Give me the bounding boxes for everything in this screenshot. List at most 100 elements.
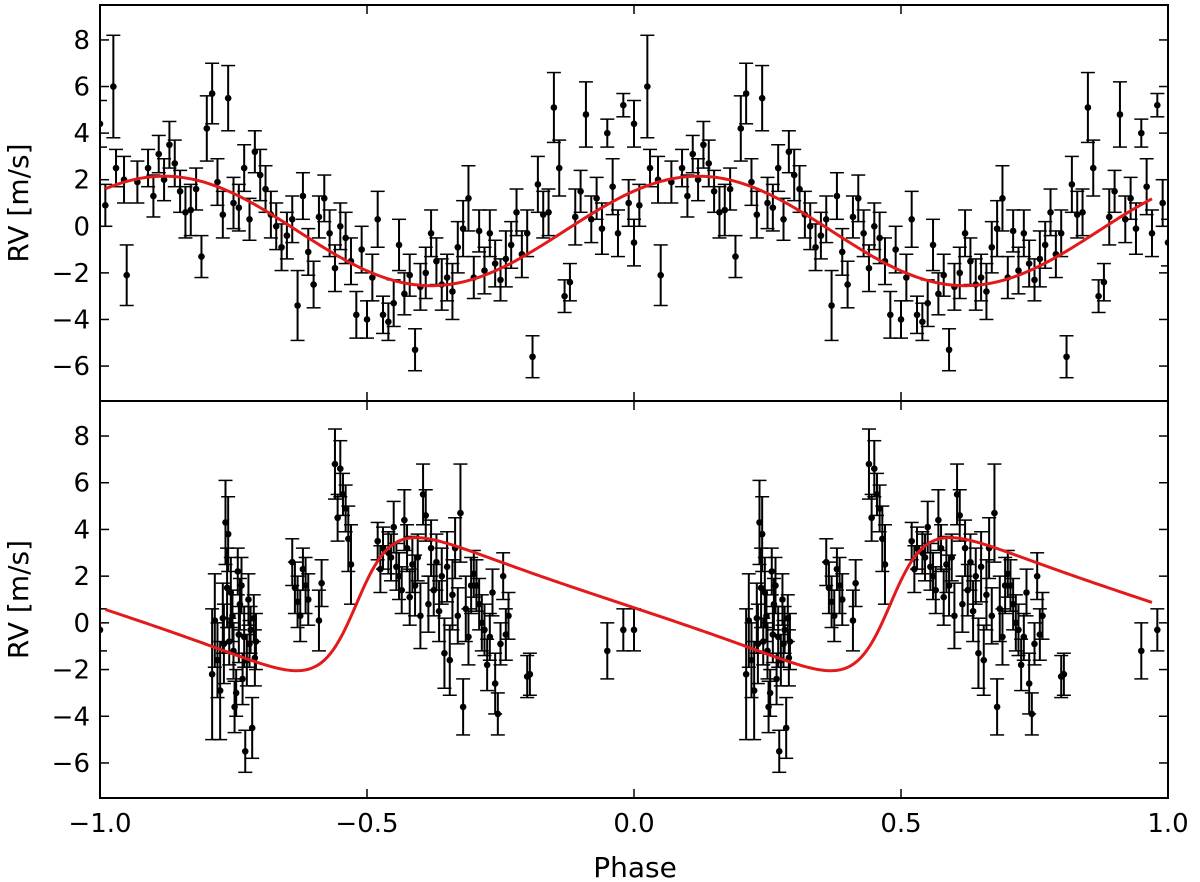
data-point [411, 346, 419, 354]
data-point [772, 582, 779, 589]
data-point [779, 596, 786, 603]
data-point [1025, 260, 1033, 267]
data-point [582, 111, 590, 118]
data-point [345, 535, 352, 543]
data-point [320, 195, 328, 202]
y-axis-label: RV [m/s] [2, 540, 35, 659]
data-point [481, 267, 488, 274]
data-point [100, 626, 104, 634]
data-point [395, 572, 403, 580]
data-point [318, 579, 325, 587]
data-point [774, 164, 782, 172]
data-point [550, 104, 558, 111]
data-point [1079, 209, 1086, 216]
data-point [763, 612, 770, 620]
data-point [331, 264, 339, 272]
data-point [1041, 241, 1049, 249]
data-point [489, 589, 496, 596]
data-point [304, 596, 312, 603]
data-point [865, 460, 873, 468]
y-tick-label: 4 [73, 119, 90, 149]
y-tick-label: 6 [73, 73, 90, 103]
data-point [315, 213, 323, 221]
data-point [155, 150, 163, 158]
data-point [1028, 710, 1036, 718]
data-point [1148, 229, 1156, 237]
data-point [214, 656, 221, 664]
data-point [339, 491, 347, 498]
data-point [975, 649, 982, 657]
data-point [828, 302, 835, 309]
data-point [102, 202, 109, 209]
data-point [838, 248, 846, 256]
data-point [956, 512, 964, 519]
data-point [435, 607, 443, 615]
data-point [555, 164, 563, 172]
x-tick-label: 1.0 [1147, 809, 1188, 839]
data-point [390, 523, 398, 531]
data-point [470, 570, 478, 578]
data-point [214, 178, 221, 186]
data-point [433, 558, 440, 566]
data-point [414, 554, 422, 561]
data-point [465, 633, 472, 641]
data-point [945, 346, 953, 354]
data-point [1036, 631, 1044, 638]
data-point [486, 229, 494, 237]
y-tick-label: 0 [73, 609, 90, 639]
data-point [620, 626, 627, 634]
data-point [892, 246, 899, 253]
data-point [636, 202, 643, 209]
data-point [246, 216, 253, 223]
data-point [953, 491, 961, 498]
data-point [646, 164, 654, 172]
data-point [222, 519, 229, 526]
data-point [208, 670, 216, 678]
data-point [773, 675, 780, 683]
data-point [395, 241, 403, 249]
data-point [483, 661, 491, 669]
data-point [1017, 661, 1025, 669]
data-point [331, 460, 339, 468]
data-point [203, 125, 211, 132]
top-panel: −6 −4 −2 0 2 4 6 8 RV [m/s] [2, 4, 1169, 402]
data-point [983, 591, 990, 599]
data-point [614, 229, 622, 237]
data-point [769, 204, 777, 211]
data-point [497, 276, 504, 284]
data-point [828, 598, 835, 606]
data-point [449, 288, 456, 295]
data-point [742, 90, 750, 97]
data-point [1164, 239, 1168, 246]
data-point [604, 129, 611, 137]
data-point [494, 710, 502, 718]
data-point [529, 353, 536, 361]
data-point [406, 593, 414, 601]
data-point [230, 199, 237, 207]
data-point [224, 530, 232, 538]
data-point [609, 183, 616, 190]
y-tick-label: 0 [73, 212, 90, 242]
data-point [1073, 211, 1081, 218]
data-point [742, 670, 750, 678]
data-point [302, 582, 309, 589]
data-point [449, 591, 456, 599]
data-point [1047, 209, 1054, 216]
bottom-panel: −6 −4 −2 0 2 4 6 8 RV [m/s] [2, 400, 1169, 799]
y-tick-label: 8 [73, 26, 90, 56]
data-point [1031, 276, 1038, 284]
data-point [304, 248, 312, 256]
data-point [1015, 267, 1022, 274]
plot-frame [99, 400, 1169, 799]
data-point [358, 246, 365, 253]
x-tick-label: 0.5 [880, 809, 921, 839]
model-curve [104, 536, 1153, 673]
data-point [112, 164, 120, 172]
data-point [310, 281, 317, 288]
y-tick-label: −6 [52, 352, 90, 382]
data-point [932, 586, 940, 594]
data-point [465, 195, 472, 202]
data-point [150, 192, 157, 200]
data-point [1020, 633, 1028, 641]
data-point [873, 491, 881, 498]
